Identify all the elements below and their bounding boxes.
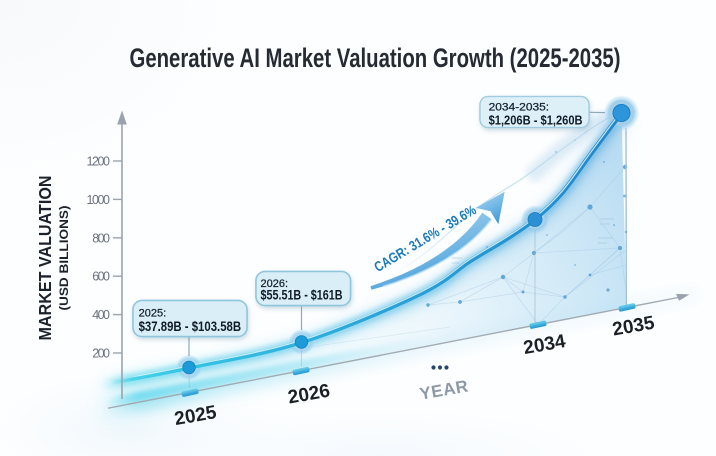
- svg-text:MARKET VALUATION: MARKET VALUATION: [35, 176, 55, 341]
- svg-text:600: 600: [92, 270, 110, 284]
- svg-text:200: 200: [92, 347, 110, 361]
- svg-text:2026:: 2026:: [261, 278, 289, 290]
- svg-text:1200: 1200: [87, 155, 111, 169]
- svg-text:$55.51B - $161B: $55.51B - $161B: [261, 288, 343, 303]
- svg-text:2034-2035:: 2034-2035:: [489, 102, 549, 114]
- svg-text:$1,206B - $1,260B: $1,206B - $1,260B: [489, 113, 583, 128]
- svg-text:(USD BILLIONS): (USD BILLIONS): [57, 206, 71, 311]
- svg-text:1000: 1000: [87, 193, 111, 207]
- svg-text:Generative AI Market Valuation: Generative AI Market Valuation Growth (2…: [130, 43, 621, 73]
- svg-text:400: 400: [92, 308, 110, 322]
- svg-text:800: 800: [92, 231, 110, 245]
- svg-text:2025:: 2025:: [139, 307, 167, 319]
- svg-text:$37.89B - $103.58B: $37.89B - $103.58B: [139, 319, 242, 334]
